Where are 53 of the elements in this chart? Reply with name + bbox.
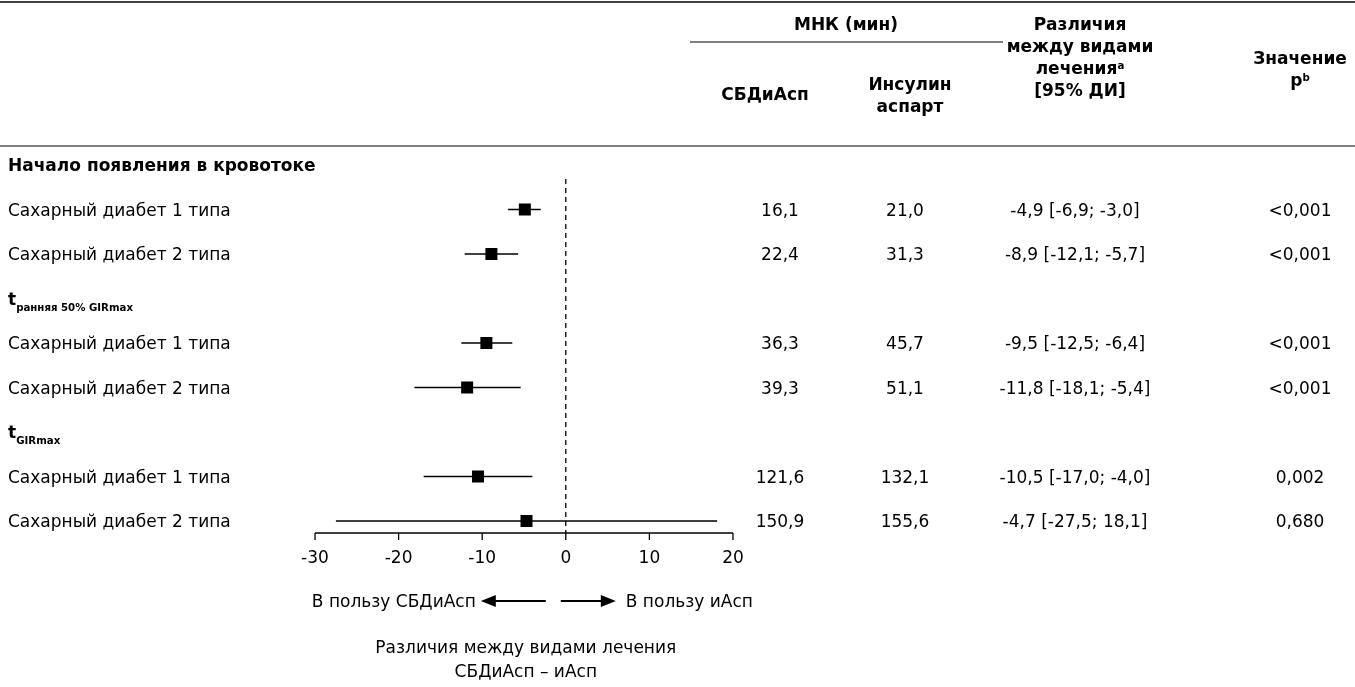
- text: <0,001: [1268, 244, 1332, 264]
- x-tick-label: -20: [384, 547, 413, 567]
- data-label: -10,5 [-17,0; -4,0]: [999, 466, 1151, 487]
- text: 132,1: [880, 466, 930, 487]
- text: 16,1: [761, 199, 799, 220]
- x-tick-label: 20: [722, 547, 744, 567]
- text: 45,7: [886, 333, 924, 353]
- y-tick-label: Начало появления в кровотоке: [8, 155, 316, 175]
- text: 22,4: [761, 244, 799, 264]
- text: <0,001: [1268, 199, 1332, 220]
- data-label: -8,9 [-12,1; -5,7]: [1004, 244, 1146, 264]
- text: 31,3: [886, 244, 924, 264]
- text: 36,3: [761, 333, 799, 353]
- text: 121,6: [755, 466, 805, 487]
- x-tick-label: -30: [301, 547, 329, 567]
- point: [472, 470, 485, 483]
- point: [518, 203, 531, 216]
- text: <0,001: [1268, 377, 1332, 398]
- point: [480, 337, 493, 349]
- y-tick-label: Сахарный диабет 1 типа: [8, 199, 231, 220]
- point: [461, 381, 474, 394]
- text: Инсулин аспарт: [868, 74, 952, 116]
- text: 0,680: [1275, 511, 1325, 531]
- text: 21,0: [886, 199, 924, 220]
- text: 51,1: [886, 377, 924, 398]
- point: [520, 515, 533, 527]
- y-tick-label: Сахарный диабет 2 типа: [8, 377, 231, 398]
- data-label: -11,8 [-18,1; -5,4]: [999, 377, 1151, 398]
- x-tick-label: -10: [468, 547, 497, 567]
- point: [485, 248, 498, 260]
- data-label: -4,7 [-27,5; 18,1]: [1002, 511, 1148, 531]
- y-tick-label: t$_{GIRmax}$: [8, 422, 61, 446]
- text: СБДиАсп: [721, 84, 809, 104]
- text: <0,001: [1268, 333, 1332, 353]
- y-tick-label: Сахарный диабет 2 типа: [8, 511, 231, 531]
- y-tick-label: Сахарный диабет 1 типа: [8, 333, 231, 353]
- text: В пользу СБДиАсп: [311, 591, 476, 611]
- text: 39,3: [761, 377, 799, 398]
- x-axis-title: Различия между видами лечения СБДиАсп – иАсп: [375, 637, 677, 681]
- data-label: -9,5 [-12,5; -6,4]: [1004, 333, 1146, 353]
- data-label: -4,9 [-6,9; -3,0]: [1010, 199, 1140, 220]
- text: 0,002: [1275, 466, 1325, 487]
- y-tick-label: Сахарный диабет 2 типа: [8, 244, 231, 264]
- y-tick-label: t$_{ранняя 50% GIRmax}$: [8, 288, 134, 312]
- text: МНК (мин): [793, 14, 899, 34]
- text: Различия между видами лечения$^{a}$ [95% ДИ]: [1006, 14, 1154, 100]
- text: Значение p$^{b}$: [1253, 48, 1347, 90]
- x-tick-label: 10: [638, 547, 661, 567]
- x-tick-label: 0: [560, 547, 572, 567]
- y-tick-label: Сахарный диабет 1 типа: [8, 466, 231, 487]
- text: 155,6: [880, 511, 930, 531]
- text: 150,9: [755, 511, 805, 531]
- text: В пользу иАсп: [625, 591, 753, 611]
